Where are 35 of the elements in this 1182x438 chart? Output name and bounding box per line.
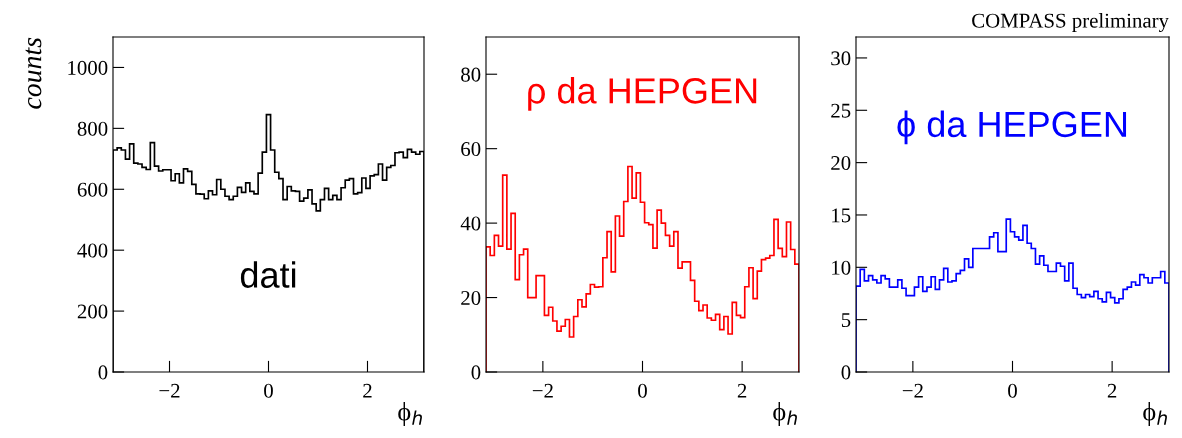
annotation: ρ da HEPGEN	[528, 77, 757, 111]
x-tick-label: 0	[1008, 383, 1017, 398]
x-tick-label: 2	[363, 383, 372, 398]
x-tick-label: −2	[902, 383, 923, 398]
y-tick-label: 20	[831, 156, 851, 171]
y-tick-label: 10	[832, 260, 851, 275]
y-tick-label: 25	[831, 103, 851, 118]
y-axis-title: counts	[25, 37, 42, 109]
y-tick-label: 60	[461, 142, 481, 157]
y-tick-label: 0	[841, 365, 851, 380]
x-tick-label: −2	[159, 383, 180, 398]
y-tick-label: 5	[841, 313, 851, 328]
y-tick-label: 400	[77, 243, 108, 258]
annotation: dati	[240, 261, 296, 288]
y-tick-label: 30	[831, 51, 851, 66]
y-tick-label: 200	[77, 304, 108, 319]
x-tick-label: 2	[1107, 383, 1117, 398]
x-tick-label: 0	[264, 383, 273, 398]
x-tick-label: 0	[638, 383, 647, 398]
y-tick-label: 0	[471, 365, 481, 380]
annotation: ϕ da HEPGEN	[897, 110, 1127, 145]
x-axis-title: ϕ$_{h}$	[398, 402, 422, 426]
y-tick-label: 600	[77, 182, 108, 197]
x-axis-title: ϕ$_{h}$	[1143, 402, 1167, 426]
y-tick-label: 80	[461, 67, 481, 82]
y-tick-label: 1000	[68, 60, 108, 75]
x-axis-title: ϕ$_{h}$	[773, 402, 797, 426]
y-tick-label: 40	[460, 216, 481, 231]
y-tick-label: 800	[77, 121, 108, 136]
x-tick-label: −2	[532, 383, 553, 398]
y-tick-label: 15	[832, 208, 851, 223]
y-tick-label: 0	[98, 365, 108, 380]
text: COMPASS preliminary	[972, 13, 1169, 32]
x-tick-label: 2	[737, 383, 747, 398]
y-tick-label: 20	[461, 290, 481, 305]
